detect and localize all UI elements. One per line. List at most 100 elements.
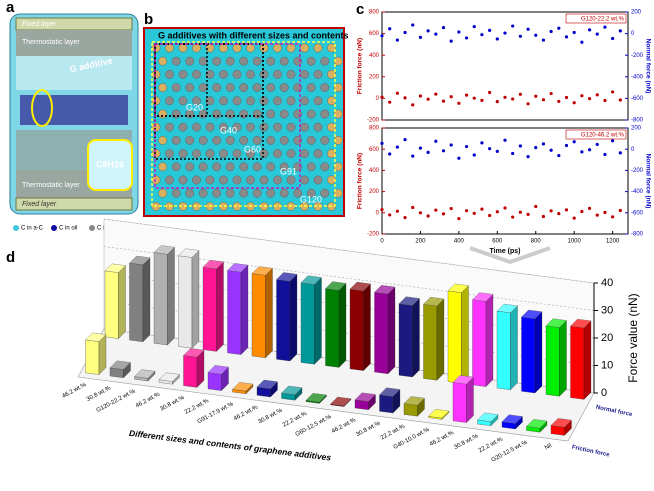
- bar-top-shade: [374, 285, 395, 295]
- bar-front: [251, 273, 266, 358]
- data-point: [411, 205, 415, 210]
- data-point: [549, 29, 553, 34]
- atom: [171, 188, 181, 198]
- legend-text: G120-22.2 wt.%: [581, 17, 625, 23]
- data-point: [526, 102, 530, 106]
- data-point: [464, 209, 469, 213]
- data-point: [395, 145, 399, 149]
- atom: [333, 109, 343, 119]
- bar-front: [207, 372, 222, 391]
- bar-side-shade: [436, 298, 444, 381]
- atom: [313, 201, 323, 211]
- x-tick-label: 600: [492, 239, 503, 245]
- data-point: [388, 100, 392, 104]
- data-point: [488, 147, 492, 151]
- bar-top: [526, 419, 548, 429]
- legend-box: [565, 13, 627, 24]
- bar-top-shade: [252, 266, 273, 276]
- data-point: [464, 144, 469, 149]
- atom: [273, 70, 282, 79]
- bar-top-shade: [428, 409, 449, 419]
- bar-top: [452, 375, 474, 385]
- data-point: [449, 95, 453, 99]
- bar: [305, 393, 327, 404]
- bar-top-shade: [502, 414, 523, 424]
- atom: [219, 149, 228, 159]
- atom: [320, 135, 330, 145]
- atom: [273, 122, 282, 132]
- y2-axis-label: Normal force (nN): [644, 154, 651, 209]
- atom: [171, 135, 181, 145]
- bar-top: [305, 393, 327, 403]
- bar-top-shade: [276, 272, 297, 282]
- atom: [279, 162, 289, 172]
- bar-top: [129, 255, 151, 265]
- data-point: [603, 98, 607, 103]
- data-point: [541, 214, 546, 219]
- data-point: [564, 143, 569, 148]
- bar-front: [104, 270, 119, 339]
- data-point: [511, 215, 515, 219]
- data-point: [434, 139, 438, 143]
- bar-side-shade: [412, 298, 420, 377]
- bar: [153, 245, 175, 346]
- atom: [279, 135, 289, 145]
- data-point: [564, 35, 569, 39]
- x-tick-label: 46.2 wt.%: [233, 404, 260, 422]
- atom: [252, 83, 262, 93]
- panel-title: G additives with different sizes and con…: [158, 30, 349, 40]
- x-tick-label: 30.8 wt.%: [453, 433, 480, 451]
- bar-top: [300, 275, 322, 285]
- bar: [423, 297, 445, 381]
- atom: [313, 122, 323, 132]
- data-point: [511, 97, 515, 101]
- atom: [327, 122, 336, 132]
- atom: [225, 56, 235, 66]
- bar-top-shade: [521, 309, 542, 319]
- region-outline: [154, 43, 301, 189]
- data-point: [441, 99, 446, 103]
- legend-swatch: [51, 225, 57, 231]
- data-point: [380, 208, 384, 212]
- data-point: [595, 93, 599, 97]
- atom: [212, 56, 222, 66]
- bar-side-shade: [368, 394, 376, 410]
- bar-top: [325, 281, 347, 291]
- atom: [286, 43, 296, 53]
- atom: [178, 70, 188, 79]
- data-point: [572, 101, 576, 105]
- bar-top-shade: [477, 412, 498, 422]
- fixed-layer: [15, 197, 133, 211]
- bar-top-shade: [448, 283, 469, 293]
- data-point: [472, 211, 476, 215]
- atom: [151, 175, 161, 185]
- atom: [259, 122, 269, 132]
- bar-side-shade: [510, 305, 518, 390]
- atom: [273, 96, 282, 106]
- bar-top-shade: [306, 393, 327, 403]
- atom: [252, 188, 262, 198]
- atom: [313, 96, 323, 106]
- atom: [239, 83, 249, 93]
- layer-label: Thermostatic layer: [22, 182, 80, 189]
- bar-top: [134, 369, 156, 379]
- atom: [171, 109, 181, 119]
- x-axis-label: Time (ps): [490, 248, 521, 255]
- atom: [158, 109, 168, 119]
- atom: [266, 83, 276, 93]
- atom: [192, 43, 201, 53]
- bar-top: [158, 372, 180, 382]
- layer-label: Fixed layer: [22, 21, 57, 28]
- data-point: [426, 214, 430, 218]
- data-point: [572, 216, 576, 220]
- data-point: [518, 34, 522, 38]
- data-point: [380, 141, 384, 145]
- y2-axis-label: Normal force (nN): [644, 39, 651, 94]
- atom: [219, 96, 228, 106]
- y-tick-label: 600: [369, 147, 380, 153]
- y-tick-label: 600: [369, 31, 380, 37]
- atom: [151, 122, 161, 132]
- atom: [232, 96, 242, 106]
- row-label: Friction force: [571, 445, 610, 459]
- y-axis-label: Friction force (nN): [357, 153, 364, 209]
